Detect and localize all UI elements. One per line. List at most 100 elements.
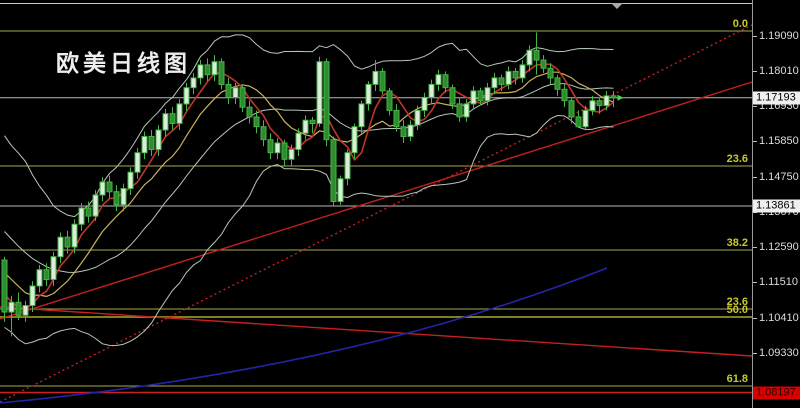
axis-price-label: 1.11510	[759, 276, 798, 289]
axis-tick-mark	[753, 281, 757, 283]
candle-body	[449, 87, 456, 105]
candle-body	[358, 103, 365, 128]
candle-body	[183, 87, 190, 105]
axis-price-label: 1.09330	[759, 347, 799, 360]
candle-body	[120, 188, 127, 206]
candle-body	[204, 64, 211, 76]
candle-body	[155, 129, 162, 150]
candle-body	[414, 109, 421, 126]
axis-price-label: 1.10410	[759, 312, 799, 325]
candle-body	[351, 126, 358, 154]
candle-body	[225, 83, 232, 98]
candle-body	[253, 116, 260, 128]
candle-body	[400, 126, 407, 137]
fibonacci-level-label: 38.2	[726, 237, 748, 249]
candle-body	[533, 49, 540, 61]
trendline-solid	[0, 81, 753, 320]
candle-body	[92, 194, 99, 217]
candle-body	[554, 77, 561, 90]
candle-body	[29, 285, 36, 306]
candle-body	[113, 191, 120, 206]
candle-body	[1, 259, 8, 313]
candle-body	[330, 139, 337, 202]
candle-body	[50, 256, 57, 281]
axis-price-label: 1.14750	[759, 171, 799, 184]
candle-body	[407, 124, 414, 137]
fibonacci-level-label: 50.0	[726, 304, 748, 316]
candle-body	[134, 152, 141, 173]
candle-body	[386, 90, 393, 111]
candle-body	[288, 149, 295, 160]
candle-body	[540, 59, 547, 69]
candle-body	[421, 96, 428, 111]
candle-body	[512, 70, 519, 79]
axis-tick-mark	[753, 70, 757, 72]
candle-body	[344, 152, 351, 180]
candle-body	[211, 61, 218, 76]
candle-body	[106, 181, 113, 193]
trendline-solid	[0, 306, 753, 357]
last-price-arrow	[617, 94, 624, 101]
candle-body	[78, 207, 85, 225]
bollinger-upper-band	[4, 34, 614, 218]
candle-body	[316, 61, 323, 124]
fibonacci-level-label: 61.8	[726, 373, 748, 385]
candle-body	[260, 126, 267, 141]
candle-body	[148, 136, 155, 150]
candle-body	[162, 113, 169, 131]
candle-body	[365, 83, 372, 105]
scroll-position-triangle	[611, 3, 623, 9]
candle-body	[141, 136, 148, 154]
candle-body	[435, 74, 442, 85]
candle-body	[477, 90, 484, 102]
axis-tick-mark	[753, 317, 757, 319]
candle-body	[547, 67, 554, 79]
candle-body	[232, 87, 239, 98]
axis-tick-mark	[753, 140, 757, 142]
candle-body	[589, 100, 596, 111]
fibonacci-level-label: 23.6	[726, 296, 748, 308]
candle-body	[274, 142, 281, 154]
candle-body	[197, 64, 204, 79]
candle-body	[470, 90, 477, 105]
candle-body	[428, 83, 435, 98]
candle-body	[505, 70, 512, 85]
price-marker-red: 1.08197	[753, 386, 800, 399]
candle-body	[267, 139, 274, 154]
axis-price-label: 1.18010	[759, 65, 799, 78]
candle-body	[491, 77, 498, 89]
trendline-dotted	[0, 24, 753, 403]
candle-body	[442, 74, 449, 89]
candle-body	[337, 178, 344, 202]
price-axis[interactable]: 1.190901.180101.169301.158501.147501.136…	[752, 0, 800, 408]
candle-body	[519, 64, 526, 79]
candle-body	[575, 116, 582, 128]
candle-body	[309, 119, 316, 124]
candle-body	[127, 171, 134, 189]
candle-body	[8, 301, 15, 313]
candle-body	[64, 236, 71, 248]
candle-body	[379, 70, 386, 92]
candle-body	[239, 87, 246, 108]
axis-price-label: 1.12590	[759, 241, 799, 254]
axis-tick-mark	[753, 105, 757, 107]
axis-tick-mark	[753, 35, 757, 37]
chart-title: 欧美日线图	[56, 51, 191, 77]
candle-body	[484, 87, 491, 102]
yellow-ma-line	[4, 71, 614, 297]
candle-body	[246, 106, 253, 118]
candle-body	[302, 119, 309, 134]
candle-body	[526, 49, 533, 66]
candle-body	[603, 95, 610, 107]
candle-body	[561, 88, 568, 102]
red-ma-line	[3, 63, 615, 310]
candle-body	[295, 132, 302, 150]
fibonacci-level-label: 23.6	[726, 153, 748, 165]
candle-body	[610, 95, 617, 99]
candle-body	[323, 61, 330, 141]
candle-body	[15, 301, 22, 316]
axis-price-label: 1.19090	[759, 30, 799, 42]
candle-body	[393, 109, 400, 128]
